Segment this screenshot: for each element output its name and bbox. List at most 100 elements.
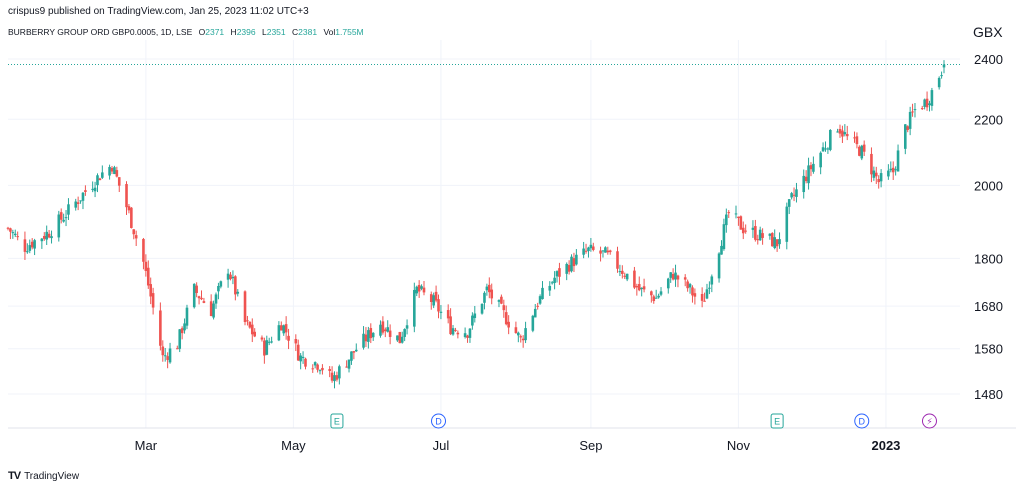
candle bbox=[413, 282, 416, 333]
candle-body bbox=[741, 227, 745, 234]
candle-body bbox=[686, 281, 689, 289]
candle-body bbox=[250, 324, 254, 335]
candle bbox=[710, 274, 714, 293]
dividend-marker[interactable]: D bbox=[431, 413, 447, 429]
candle-body bbox=[219, 281, 223, 287]
candle-body bbox=[925, 98, 929, 108]
candle-body bbox=[671, 273, 675, 280]
candle-body bbox=[335, 375, 339, 380]
candle-body bbox=[770, 233, 774, 247]
candle-body bbox=[838, 129, 842, 134]
candle-body bbox=[940, 75, 943, 77]
candle-body bbox=[270, 341, 273, 343]
low-value: 2351 bbox=[266, 27, 286, 37]
candle bbox=[347, 359, 351, 373]
candle-body bbox=[350, 351, 353, 361]
candle bbox=[845, 125, 849, 141]
candle-body bbox=[572, 258, 576, 267]
candle-body bbox=[913, 109, 917, 111]
candle bbox=[720, 240, 723, 255]
candle-body bbox=[553, 277, 556, 283]
candle bbox=[693, 288, 697, 305]
dividend-badge-icon bbox=[854, 413, 870, 429]
candle bbox=[33, 238, 36, 256]
candle-body bbox=[284, 324, 288, 333]
candle-body bbox=[727, 212, 731, 214]
candle-body bbox=[584, 250, 588, 252]
candle-body bbox=[538, 296, 542, 304]
candle-body bbox=[311, 368, 315, 370]
candle-body bbox=[507, 321, 510, 328]
candle bbox=[142, 237, 145, 270]
candle bbox=[108, 164, 111, 180]
event-markers: E D E D ⚡ bbox=[330, 413, 937, 429]
candle bbox=[691, 285, 694, 303]
candle-body bbox=[217, 286, 220, 292]
candle bbox=[558, 262, 561, 285]
candle bbox=[130, 207, 133, 229]
candle-body bbox=[76, 202, 80, 204]
candle bbox=[821, 142, 825, 152]
candle bbox=[113, 165, 116, 175]
candle bbox=[301, 351, 305, 364]
earnings-marker[interactable]: E bbox=[770, 413, 784, 429]
candle-body bbox=[862, 144, 866, 152]
earnings-marker[interactable]: E bbox=[330, 413, 344, 429]
candle bbox=[860, 144, 864, 161]
candle-body bbox=[400, 336, 404, 343]
candle bbox=[913, 102, 917, 118]
candle bbox=[739, 215, 743, 230]
high-label: H bbox=[230, 27, 237, 37]
candle-body bbox=[693, 293, 697, 297]
candle-body bbox=[384, 329, 387, 332]
candle-body bbox=[229, 274, 232, 280]
candle-body bbox=[354, 349, 358, 352]
candle-body bbox=[642, 286, 646, 290]
candle bbox=[792, 187, 796, 202]
candle bbox=[405, 319, 409, 335]
candle-body bbox=[144, 261, 148, 271]
candle-body bbox=[243, 291, 247, 323]
candle-body bbox=[558, 268, 561, 277]
high-value: 2396 bbox=[236, 27, 256, 37]
candle bbox=[785, 202, 789, 250]
candle bbox=[296, 339, 300, 361]
candle-body bbox=[6, 227, 10, 229]
candle-body bbox=[488, 284, 491, 293]
candle bbox=[197, 295, 201, 305]
price-tick-label: 1680 bbox=[974, 299, 1003, 314]
candle bbox=[894, 166, 897, 176]
grid bbox=[8, 40, 1016, 429]
candle bbox=[243, 290, 247, 326]
candle bbox=[23, 231, 27, 260]
candle bbox=[352, 350, 356, 360]
price-tick-label: 2400 bbox=[974, 52, 1003, 67]
candle bbox=[214, 292, 218, 309]
tradingview-brand[interactable]: TV TradingView bbox=[8, 469, 79, 483]
price-axis[interactable]: 2400 2200 2000 1800 1680 1580 1480 bbox=[974, 52, 1003, 402]
time-axis[interactable]: Mar May Jul Sep Nov 2023 bbox=[135, 438, 901, 453]
candle-body bbox=[299, 355, 302, 362]
candle bbox=[541, 281, 544, 300]
candle bbox=[176, 345, 179, 350]
candle bbox=[575, 249, 578, 266]
dividend-marker[interactable]: D bbox=[854, 413, 870, 429]
candle bbox=[572, 252, 576, 272]
candle-body bbox=[45, 231, 48, 240]
candle bbox=[463, 327, 467, 339]
candle-body bbox=[790, 193, 793, 198]
candle bbox=[26, 243, 29, 254]
split-marker[interactable]: ⚡ bbox=[921, 413, 937, 429]
candle-body bbox=[62, 219, 65, 222]
candle-body bbox=[500, 296, 503, 304]
candle-body bbox=[911, 111, 914, 113]
candle bbox=[700, 287, 704, 308]
candle-body bbox=[294, 339, 298, 344]
candle-body bbox=[858, 146, 861, 156]
candle bbox=[671, 268, 675, 281]
candle bbox=[144, 254, 148, 277]
candle bbox=[84, 185, 87, 196]
candle-body bbox=[768, 233, 772, 236]
candle bbox=[449, 308, 452, 336]
